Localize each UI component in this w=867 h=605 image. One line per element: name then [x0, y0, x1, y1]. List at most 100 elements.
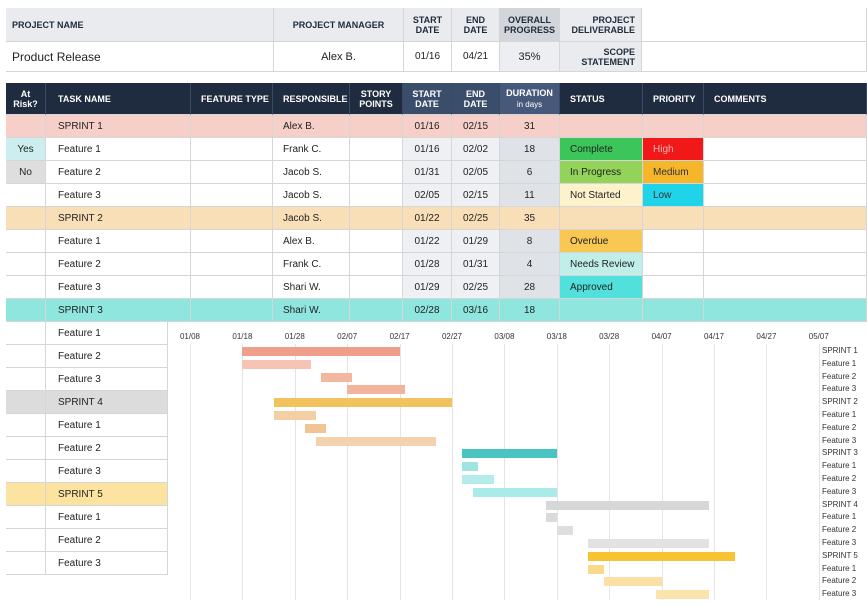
gantt-bar[interactable]	[273, 398, 452, 408]
comments-cell[interactable]	[704, 207, 867, 230]
at-risk-cell[interactable]	[6, 230, 46, 253]
status-cell[interactable]: Needs Review	[560, 253, 643, 276]
responsible-cell[interactable]: Jacob S.	[273, 161, 350, 184]
at-risk-cell[interactable]	[6, 529, 46, 552]
task-name-cell[interactable]: Feature 3	[46, 552, 168, 575]
start-date-cell[interactable]: 01/31	[403, 161, 452, 184]
comments-cell[interactable]	[704, 161, 867, 184]
story-points-cell[interactable]	[350, 138, 403, 161]
gantt-bar[interactable]	[273, 411, 316, 420]
task-name-cell[interactable]: Feature 1	[46, 138, 191, 161]
priority-cell[interactable]	[643, 253, 704, 276]
task-name-cell[interactable]: Feature 2	[46, 161, 191, 184]
end-date-cell[interactable]: 02/25	[452, 207, 500, 230]
start-date-cell[interactable]: 01/22	[403, 230, 452, 253]
feature-type-cell[interactable]	[191, 253, 273, 276]
status-cell[interactable]	[560, 115, 643, 138]
task-name-cell[interactable]: Feature 1	[46, 322, 168, 345]
start-date-cell[interactable]: 01/22	[403, 207, 452, 230]
story-points-cell[interactable]	[350, 207, 403, 230]
status-cell[interactable]: Not Started	[560, 184, 643, 207]
duration-cell[interactable]: 18	[500, 138, 560, 161]
comments-cell[interactable]	[704, 299, 867, 322]
status-cell[interactable]	[560, 299, 643, 322]
story-points-cell[interactable]	[350, 184, 403, 207]
comments-cell[interactable]	[704, 230, 867, 253]
at-risk-cell[interactable]	[6, 299, 46, 322]
gantt-bar[interactable]	[347, 385, 405, 395]
at-risk-cell[interactable]	[6, 391, 46, 414]
feature-type-cell[interactable]	[191, 184, 273, 207]
duration-cell[interactable]: 35	[500, 207, 560, 230]
gantt-bar[interactable]	[242, 347, 400, 356]
gantt-bar[interactable]	[588, 539, 709, 548]
start-date-cell[interactable]: 01/16	[403, 138, 452, 161]
priority-cell[interactable]: High	[643, 138, 704, 161]
end-date-cell[interactable]: 02/05	[452, 161, 500, 184]
at-risk-cell[interactable]	[6, 115, 46, 138]
end-date-cell[interactable]: 03/16	[452, 299, 500, 322]
task-name-cell[interactable]: Feature 3	[46, 460, 168, 483]
status-cell[interactable]: Overdue	[560, 230, 643, 253]
gantt-bar[interactable]	[546, 513, 557, 523]
responsible-cell[interactable]: Shari W.	[273, 276, 350, 299]
status-cell[interactable]: Complete	[560, 138, 643, 161]
gantt-bar[interactable]	[462, 475, 494, 484]
gantt-bar[interactable]	[472, 487, 557, 497]
story-points-cell[interactable]	[350, 230, 403, 253]
responsible-cell[interactable]: Alex B.	[273, 115, 350, 138]
start-date-cell[interactable]: 01/28	[403, 253, 452, 276]
at-risk-cell[interactable]: No	[6, 161, 46, 184]
at-risk-cell[interactable]	[6, 552, 46, 575]
end-date-cell[interactable]: 02/25	[452, 276, 500, 299]
status-cell[interactable]: Approved	[560, 276, 643, 299]
comments-cell[interactable]	[704, 253, 867, 276]
responsible-cell[interactable]: Frank C.	[273, 253, 350, 276]
comments-cell[interactable]	[704, 184, 867, 207]
at-risk-cell[interactable]	[6, 345, 46, 368]
feature-type-cell[interactable]	[191, 276, 273, 299]
gantt-bar[interactable]	[588, 551, 735, 561]
task-name-cell[interactable]: SPRINT 3	[46, 299, 191, 322]
duration-cell[interactable]: 18	[500, 299, 560, 322]
at-risk-cell[interactable]	[6, 368, 46, 391]
priority-cell[interactable]	[643, 276, 704, 299]
at-risk-cell[interactable]	[6, 483, 46, 506]
gantt-bar[interactable]	[315, 436, 437, 446]
start-date-cell[interactable]: 02/05	[403, 184, 452, 207]
start-date-cell[interactable]: 01/16	[403, 115, 452, 138]
gantt-bar[interactable]	[242, 359, 311, 369]
story-points-cell[interactable]	[350, 253, 403, 276]
gantt-bar[interactable]	[556, 526, 573, 536]
story-points-cell[interactable]	[350, 299, 403, 322]
project-deliverable-value[interactable]	[642, 8, 867, 42]
task-name-cell[interactable]: Feature 2	[46, 253, 191, 276]
feature-type-cell[interactable]	[191, 115, 273, 138]
gantt-bar[interactable]	[603, 577, 662, 587]
scope-statement-value[interactable]	[642, 42, 867, 72]
gantt-bar[interactable]	[462, 449, 557, 459]
end-date-cell[interactable]: 02/15	[452, 115, 500, 138]
feature-type-cell[interactable]	[191, 161, 273, 184]
priority-cell[interactable]	[643, 230, 704, 253]
gantt-bar[interactable]	[305, 423, 327, 433]
story-points-cell[interactable]	[350, 161, 403, 184]
task-name-cell[interactable]: Feature 2	[46, 345, 168, 368]
task-name-cell[interactable]: Feature 3	[46, 184, 191, 207]
task-name-cell[interactable]: SPRINT 5	[46, 483, 168, 506]
responsible-cell[interactable]: Shari W.	[273, 299, 350, 322]
at-risk-cell[interactable]	[6, 460, 46, 483]
project-name-value[interactable]: Product Release	[6, 42, 274, 72]
status-cell[interactable]	[560, 207, 643, 230]
gantt-bar[interactable]	[588, 564, 604, 574]
at-risk-cell[interactable]	[6, 253, 46, 276]
task-name-cell[interactable]: SPRINT 1	[46, 115, 191, 138]
at-risk-cell[interactable]	[6, 184, 46, 207]
at-risk-cell[interactable]	[6, 207, 46, 230]
task-name-cell[interactable]: Feature 1	[46, 506, 168, 529]
comments-cell[interactable]	[704, 115, 867, 138]
responsible-cell[interactable]: Jacob S.	[273, 207, 350, 230]
task-name-cell[interactable]: Feature 2	[46, 437, 168, 460]
gantt-bar[interactable]	[546, 500, 709, 510]
at-risk-cell[interactable]	[6, 437, 46, 460]
